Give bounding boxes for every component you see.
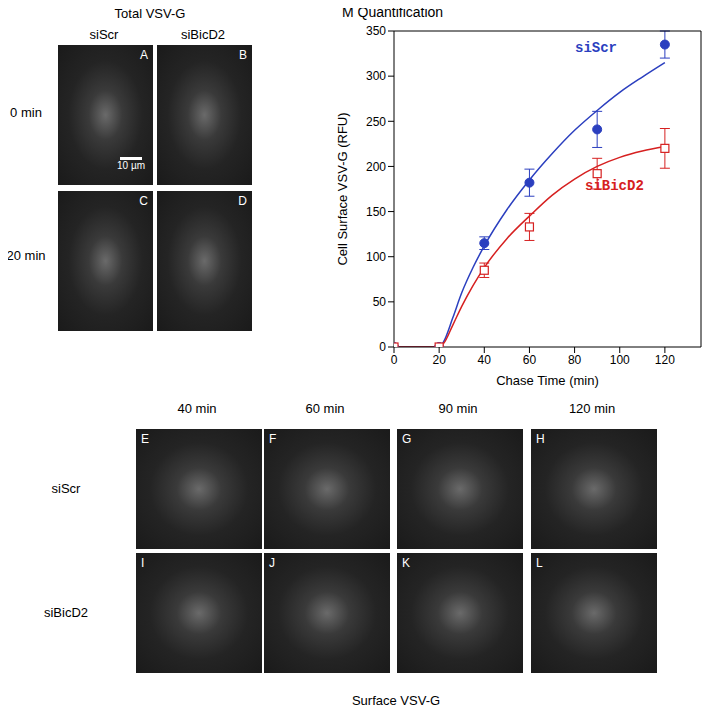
html-text:M Quantification: M Quantification: [342, 4, 444, 20]
html-text:10 µm: 10 µm: [117, 160, 145, 171]
html-text:D: D: [238, 194, 247, 208]
html-text:J: J: [269, 556, 275, 570]
html-text:K: K: [402, 556, 410, 570]
html-text:G: G: [402, 432, 412, 446]
svg-text:50: 50: [373, 295, 387, 309]
html-text:90 min: 90 min: [438, 400, 478, 416]
svg-text:40: 40: [478, 353, 492, 367]
svg-text:300: 300: [366, 69, 386, 83]
html-text:A: A: [140, 48, 148, 62]
svg-text:20: 20: [432, 353, 446, 367]
html-text:Total VSV-G: Total VSV-G: [114, 5, 186, 21]
html-text:siBicD2: siBicD2: [44, 604, 88, 620]
svg-text:150: 150: [366, 205, 386, 219]
html-text:Surface VSV-G: Surface VSV-G: [351, 692, 441, 708]
svg-text:120: 120: [655, 353, 675, 367]
html-text:siScr: siScr: [51, 480, 81, 496]
html-text:H: H: [536, 432, 545, 446]
html-text:L: L: [536, 556, 543, 570]
html-text:siBicD2: siBicD2: [585, 178, 644, 194]
html-text:B: B: [239, 48, 247, 62]
svg-text:100: 100: [366, 250, 386, 264]
svg-text:250: 250: [366, 115, 386, 129]
svg-text:0: 0: [379, 340, 386, 354]
html-text:F: F: [269, 432, 277, 446]
html-text:siScr: siScr: [575, 40, 617, 56]
html-text:siBicD2: siBicD2: [181, 26, 225, 42]
svg-text:Chase Time (min): Chase Time (min): [496, 373, 599, 388]
html-text:E: E: [141, 432, 149, 446]
html-text:120 min: 120 min: [568, 400, 616, 416]
html-text:C: C: [139, 194, 148, 208]
svg-text:80: 80: [568, 353, 582, 367]
svg-text:350: 350: [366, 24, 386, 38]
html-text:40 min: 40 min: [177, 400, 217, 416]
html-text:0 min: 0 min: [10, 104, 42, 120]
svg-text:0: 0: [391, 353, 398, 367]
html-text:siScr: siScr: [89, 26, 119, 42]
html-text:20 min: 20 min: [6, 247, 46, 263]
svg-text:Cell Surface VSV-G (RFU): Cell Surface VSV-G (RFU): [335, 112, 350, 265]
html-text:I: I: [141, 556, 145, 570]
svg-text:100: 100: [610, 353, 630, 367]
html-text:60 min: 60 min: [305, 400, 345, 416]
svg-text:60: 60: [523, 353, 537, 367]
svg-text:200: 200: [366, 160, 386, 174]
